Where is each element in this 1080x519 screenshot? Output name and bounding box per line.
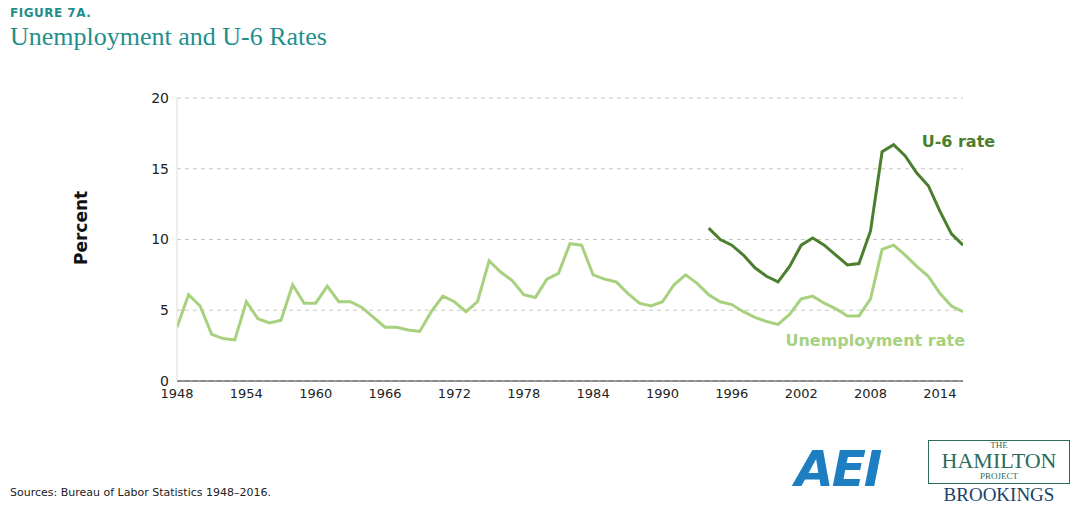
svg-text:2014: 2014	[923, 386, 956, 401]
svg-text:1996: 1996	[715, 386, 748, 401]
html-text:Sources: Bureau of Labor Stati: Sources: Bureau of Labor Statistics 1948…	[10, 486, 271, 499]
svg-text:1966: 1966	[369, 386, 402, 401]
svg-text:2002: 2002	[785, 386, 818, 401]
svg-text:5: 5	[160, 302, 169, 318]
svg-text:Unemployment rate: Unemployment rate	[785, 331, 965, 350]
svg-text:20: 20	[151, 90, 169, 106]
html-text:HAMILTON: HAMILTON	[941, 448, 1057, 473]
html-text:AEI: AEI	[795, 440, 881, 498]
svg-text:0: 0	[160, 373, 169, 389]
html-text:Unemployment and U-6 Rates: Unemployment and U-6 Rates	[10, 22, 327, 51]
html-text:BROOKINGS: BROOKINGS	[943, 484, 1055, 505]
svg-text:1954: 1954	[230, 386, 263, 401]
svg-text:1990: 1990	[646, 386, 679, 401]
svg-text:2008: 2008	[854, 386, 887, 401]
svg-text:10: 10	[151, 231, 169, 247]
svg-text:U-6 rate: U-6 rate	[922, 132, 996, 151]
svg-text:1984: 1984	[577, 386, 610, 401]
svg-text:1948: 1948	[160, 386, 194, 402]
svg-text:1972: 1972	[438, 386, 471, 401]
html-text:PROJECT: PROJECT	[980, 471, 1018, 481]
svg-text:15: 15	[151, 161, 169, 177]
html-text:Percent: Percent	[71, 190, 91, 265]
html-text:THE: THE	[990, 440, 1008, 450]
html-text:FIGURE 7A.: FIGURE 7A.	[10, 6, 92, 20]
svg-text:1978: 1978	[507, 386, 540, 401]
svg-text:1960: 1960	[299, 386, 332, 401]
